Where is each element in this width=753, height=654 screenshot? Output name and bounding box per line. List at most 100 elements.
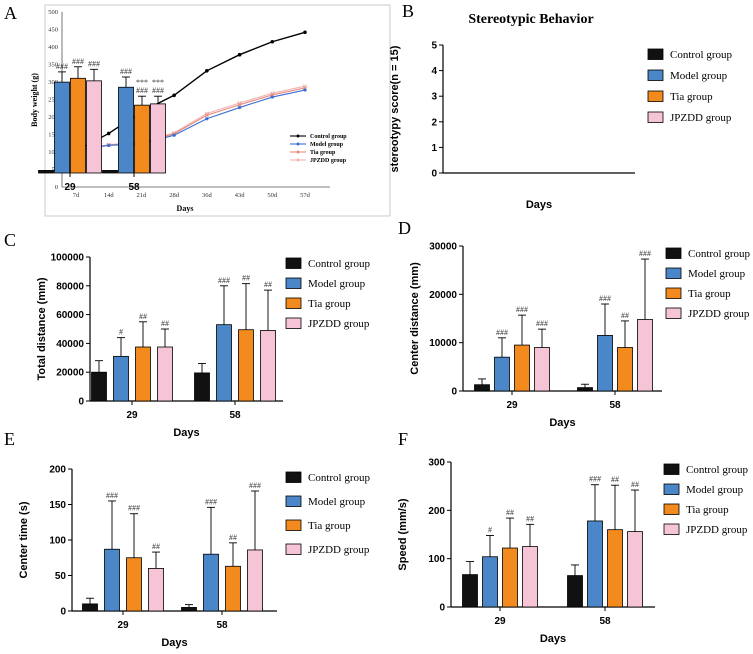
legend-label: Control group xyxy=(688,248,751,260)
data-point xyxy=(237,105,242,110)
significance-label: *** xyxy=(136,78,148,87)
legend-label: Model group xyxy=(686,484,744,496)
y-tick-label: 60000 xyxy=(56,310,84,321)
legend-swatch xyxy=(285,543,302,555)
y-tick-label: 200 xyxy=(428,506,445,517)
bar xyxy=(627,531,643,608)
data-point xyxy=(270,39,275,44)
panel-a-x-tick: 21d xyxy=(137,192,148,199)
y-tick-label: 50 xyxy=(55,571,67,582)
bar xyxy=(637,319,653,392)
bar xyxy=(567,575,583,608)
bar xyxy=(54,81,70,174)
y-tick-label: 0 xyxy=(439,603,445,614)
significance-label: ### xyxy=(516,305,528,314)
legend-label: JPZDD group xyxy=(670,112,732,124)
legend-marker xyxy=(296,134,300,138)
bar xyxy=(91,371,107,402)
y-tick-label: 40000 xyxy=(56,339,84,350)
bar xyxy=(260,330,276,402)
panel-a-x-tick: 36d xyxy=(202,192,213,199)
legend-swatch xyxy=(285,519,302,531)
significance-label: ## xyxy=(242,274,250,283)
bar xyxy=(225,565,241,612)
y-tick-label: 0 xyxy=(451,387,457,398)
panel-a-y-tick: 150 xyxy=(48,132,58,139)
data-point xyxy=(237,52,242,57)
legend-label: Control group xyxy=(686,464,749,476)
legend-marker xyxy=(296,142,300,146)
data-point xyxy=(303,30,307,35)
significance-label: ### xyxy=(88,59,100,68)
legend-label: Control group xyxy=(308,258,371,270)
bar xyxy=(181,607,197,612)
data-point xyxy=(205,117,209,121)
significance-label: ### xyxy=(496,328,508,337)
x-tick-label: 58 xyxy=(216,620,228,631)
legend-swatch xyxy=(665,307,682,319)
significance-label: ## xyxy=(139,312,147,321)
y-tick-label: 0 xyxy=(431,169,437,180)
y-axis-label: Center distance (mm) xyxy=(409,262,421,375)
panel-letter-d: D xyxy=(398,218,411,238)
legend-swatch xyxy=(285,297,302,309)
significance-label: ### xyxy=(639,249,651,258)
significance-label: ### xyxy=(136,86,148,95)
panel-a-y-tick: 350 xyxy=(48,62,58,69)
data-point xyxy=(172,93,176,98)
legend-marker xyxy=(296,150,300,154)
bar xyxy=(82,603,98,612)
panel-e: E05010015020029########58########DaysCen… xyxy=(4,429,371,649)
y-axis-label: Total distance (mm) xyxy=(36,277,48,380)
data-point xyxy=(237,102,242,107)
significance-label: ### xyxy=(72,57,84,66)
y-tick-label: 100 xyxy=(49,536,66,547)
bar xyxy=(134,104,150,174)
bar xyxy=(70,77,86,174)
bar xyxy=(126,557,142,612)
legend-swatch xyxy=(285,495,302,507)
series-line-2 xyxy=(75,89,306,152)
bar xyxy=(102,170,118,174)
y-axis-label: Center time (s) xyxy=(18,501,30,578)
legend-swatch xyxy=(663,523,680,535)
x-tick-label: 29 xyxy=(64,182,76,193)
significance-label: ### xyxy=(128,504,140,513)
y-tick-label: 200 xyxy=(49,465,66,476)
y-axis-label: Speed (mm/s) xyxy=(397,498,409,570)
data-point xyxy=(302,84,308,89)
bar xyxy=(150,103,166,174)
bar xyxy=(238,329,254,402)
significance-label: ## xyxy=(161,319,169,328)
panel-a-y-tick: 200 xyxy=(48,114,58,121)
x-tick-label: 29 xyxy=(494,616,506,627)
data-point xyxy=(270,95,274,99)
bar xyxy=(482,556,498,608)
panel-a-x-tick: 28d xyxy=(169,192,180,199)
y-tick-label: 20000 xyxy=(56,368,84,379)
bar xyxy=(577,387,593,392)
legend-label: JPZDD group xyxy=(686,524,748,536)
legend-swatch xyxy=(647,111,664,123)
y-tick-label: 2 xyxy=(431,117,437,128)
bar xyxy=(135,346,151,402)
y-tick-label: 10000 xyxy=(429,338,457,349)
x-tick-label: 29 xyxy=(126,410,138,421)
x-tick-label: 29 xyxy=(117,620,129,631)
panel-a-y-tick: 0 xyxy=(55,184,58,191)
panel-d: D010000200003000029#########58########Da… xyxy=(398,218,751,429)
legend-label: JPZDD group xyxy=(308,318,370,330)
legend-swatch xyxy=(663,463,680,475)
data-point xyxy=(172,133,176,137)
panel-a-x-tick: 14d xyxy=(104,192,115,199)
x-axis-label: Days xyxy=(173,427,199,439)
legend-label: Tia group xyxy=(688,288,731,300)
y-tick-label: 5 xyxy=(431,41,437,52)
x-tick-label: 58 xyxy=(609,400,621,411)
significance-label: ### xyxy=(218,276,230,285)
legend-swatch xyxy=(285,471,302,483)
x-axis-label: Days xyxy=(549,417,575,429)
significance-label: ### xyxy=(599,294,611,303)
